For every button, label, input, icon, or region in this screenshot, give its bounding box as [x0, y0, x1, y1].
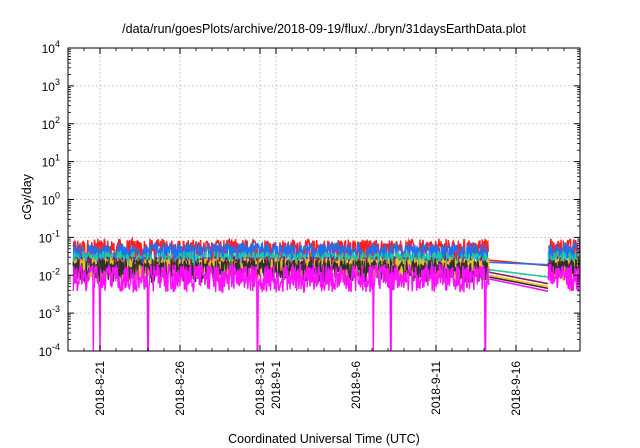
- y-tick-label: 10-3: [39, 304, 60, 321]
- x-tick-label: 2018-9-16: [509, 361, 523, 416]
- y-tick-label: 104: [42, 39, 60, 56]
- gap-connector-line: [489, 274, 549, 288]
- x-tick-label: 2018-9-1: [269, 361, 283, 409]
- gap-connector-line: [489, 268, 549, 278]
- y-axis: 10-4 10-3 10-2 10-1 100 101 102 103 104: [39, 39, 580, 359]
- chart-title: /data/run/goesPlots/archive/2018-09-19/f…: [122, 22, 526, 36]
- y-tick-label: 103: [42, 77, 60, 94]
- y-axis-label: cGy/day: [20, 173, 34, 220]
- gap-connector-line: [489, 276, 549, 290]
- y-tick-label: 10-4: [39, 342, 60, 359]
- gap-connector-line: [489, 278, 549, 292]
- series-line: [547, 264, 580, 292]
- x-tick-label: 2018-8-31: [253, 361, 267, 416]
- x-tick-label: 2018-8-26: [173, 361, 187, 416]
- series-line: [72, 262, 490, 351]
- x-tick-label: 2018-8-21: [93, 361, 107, 416]
- plot-area: [72, 236, 580, 351]
- y-tick-label: 100: [42, 191, 60, 208]
- x-tick-label: 2018-9-6: [349, 361, 363, 409]
- y-tick-label: 102: [42, 115, 60, 132]
- x-axis-label: Coordinated Universal Time (UTC): [228, 432, 420, 446]
- x-tick-label: 2018-9-11: [429, 361, 443, 415]
- grid: [68, 47, 580, 352]
- gap-connector-line: [489, 261, 549, 266]
- x-axis: 2018-8-21 2018-8-26 2018-8-31 2018-9-1 2018-…: [67, 48, 581, 416]
- y-tick-label: 101: [42, 153, 60, 170]
- y-tick-label: 10-2: [39, 266, 60, 283]
- y-tick-label: 10-1: [39, 228, 60, 245]
- gap-connector-line: [489, 271, 549, 285]
